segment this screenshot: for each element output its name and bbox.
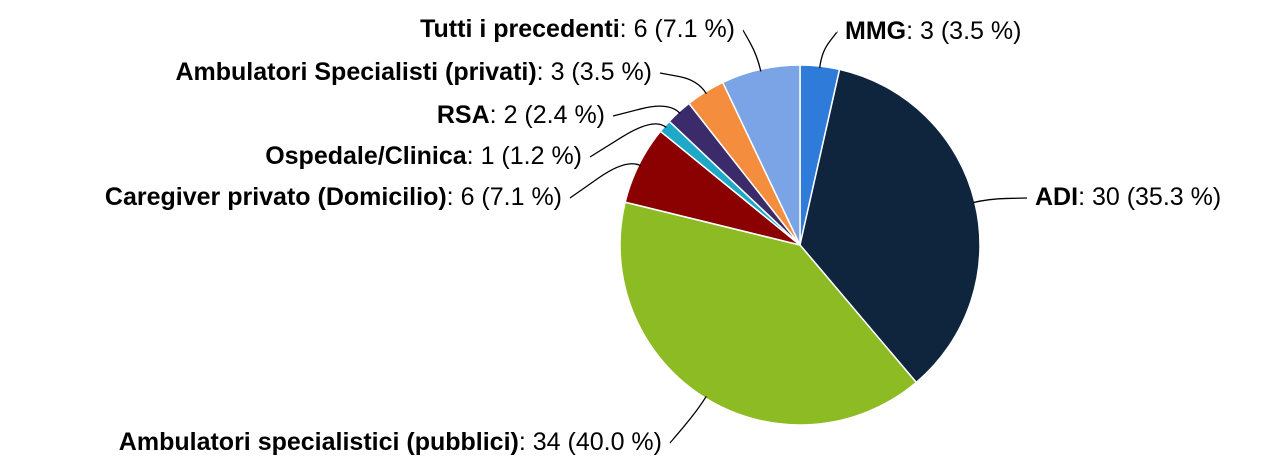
label-value: : 6 (7.1 %) — [620, 15, 735, 43]
label-value: : 34 (40.0 %) — [519, 428, 662, 456]
slice-label: Tutti i precedenti: 6 (7.1 %) — [420, 15, 735, 43]
label-name: Ambulatori Specialisti (privati) — [175, 58, 536, 86]
label-value: : 6 (7.1 %) — [447, 183, 562, 211]
leader-line — [659, 72, 707, 95]
label-value: : 2 (2.4 %) — [490, 101, 605, 129]
leader-line — [612, 105, 681, 117]
label-value: : 3 (3.5 %) — [906, 17, 1021, 45]
slice-label: MMG: 3 (3.5 %) — [845, 17, 1021, 45]
label-name: Caregiver privato (Domicilio) — [105, 183, 447, 211]
leader-line — [972, 197, 1028, 204]
leader-line — [589, 123, 667, 158]
slice-label: Caregiver privato (Domicilio): 6 (7.1 %) — [105, 183, 562, 211]
leader-line — [669, 395, 707, 444]
label-name: ADI — [1035, 183, 1078, 211]
label-name: MMG — [845, 17, 906, 45]
slice-label: ADI: 30 (35.3 %) — [1035, 183, 1221, 211]
leader-line — [819, 31, 838, 69]
leader-line — [742, 29, 762, 72]
label-value: : 1 (1.2 %) — [467, 142, 582, 170]
label-name: Ambulatori specialistici (pubblici) — [119, 428, 519, 456]
label-name: Tutti i precedenti — [420, 15, 620, 43]
slice-label: Ospedale/Clinica: 1 (1.2 %) — [265, 142, 582, 170]
label-value: : 30 (35.3 %) — [1078, 183, 1221, 211]
slice-label: Ambulatori specialistici (pubblici): 34 … — [119, 428, 662, 456]
label-name: RSA — [437, 101, 490, 129]
leader-line — [569, 163, 641, 199]
slice-label: RSA: 2 (2.4 %) — [437, 101, 605, 129]
slice-label: Ambulatori Specialisti (privati): 3 (3.5… — [175, 58, 652, 86]
label-value: : 3 (3.5 %) — [537, 58, 652, 86]
label-name: Ospedale/Clinica — [265, 142, 468, 170]
